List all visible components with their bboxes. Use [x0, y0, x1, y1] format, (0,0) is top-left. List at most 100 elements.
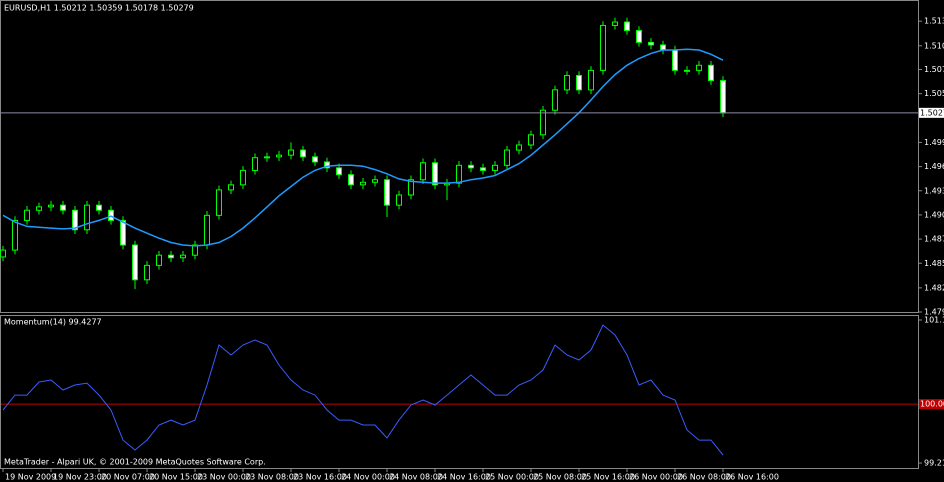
- y-tick-label: 1.49360: [924, 186, 944, 195]
- candle-body: [684, 69, 690, 72]
- candle-body: [636, 30, 642, 43]
- y-tick-label: 1.50505: [924, 89, 944, 98]
- x-tick-label: 24 Nov 16:00: [437, 473, 491, 482]
- candle-body: [708, 64, 714, 82]
- x-tick-label: 26 Nov 00:00: [629, 473, 683, 482]
- main-title: EURUSD,H1 1.50212 1.50359 1.50178 1.5027…: [4, 4, 194, 13]
- candle-body: [420, 162, 426, 181]
- candle-body: [252, 157, 258, 171]
- candle-body: [504, 149, 510, 166]
- x-tick-label: 23 Nov 08:00: [245, 473, 299, 482]
- momentum-line: [2, 324, 724, 456]
- candle-body: [480, 167, 486, 171]
- y-tick-label: 1.48790: [924, 235, 944, 244]
- x-tick-label: 20 Nov 07:00: [101, 473, 155, 482]
- candle-body: [60, 204, 66, 211]
- candle-body: [576, 74, 582, 91]
- candle-body: [720, 80, 726, 114]
- candle-body: [156, 254, 162, 266]
- candle-body: [288, 149, 294, 156]
- candle-body: [216, 189, 222, 216]
- y-tick-label: 99.2197: [924, 459, 944, 468]
- candle-body: [36, 206, 42, 211]
- level-label: 100.000: [920, 400, 944, 409]
- x-tick-label: 25 Nov 08:00: [533, 473, 587, 482]
- y-tick-label: 1.48215: [924, 283, 944, 292]
- x-tick-label: 19 Nov 2009: [5, 473, 56, 482]
- candle-body: [24, 209, 30, 221]
- x-tick-label: 20 Nov 15:00: [149, 473, 203, 482]
- indicator-panel: [0, 315, 919, 469]
- candle-body: [96, 204, 102, 211]
- candle-body: [192, 244, 198, 256]
- y-tick-label: 1.49075: [924, 210, 944, 219]
- x-tick-label: 25 Nov 16:00: [581, 473, 635, 482]
- candle-body: [384, 179, 390, 206]
- candle-body: [300, 149, 306, 158]
- candle-body: [312, 156, 318, 163]
- x-tick-label: 23 Nov 00:00: [197, 473, 251, 482]
- candle-body: [168, 254, 174, 259]
- candle-body: [48, 204, 54, 208]
- candle-body: [612, 21, 618, 26]
- y-tick-label: 1.51070: [924, 41, 944, 50]
- candle-body: [516, 144, 522, 151]
- candle-body: [276, 154, 282, 158]
- y-tick-label: 1.47930: [924, 308, 944, 317]
- x-tick-label: 24 Nov 08:00: [389, 473, 443, 482]
- candle-body: [600, 24, 606, 71]
- candle-body: [84, 204, 90, 231]
- x-tick-label: 26 Nov 08:00: [677, 473, 731, 482]
- x-tick-label: 25 Nov 00:00: [485, 473, 539, 482]
- candle-body: [240, 169, 246, 186]
- candle-body: [108, 209, 114, 221]
- y-tick-label: 1.49930: [924, 138, 944, 147]
- candle-body: [396, 194, 402, 206]
- x-tick-label: 19 Nov 23:00: [53, 473, 107, 482]
- candle-body: [552, 89, 558, 111]
- candle-body: [456, 164, 462, 184]
- candle-body: [564, 74, 570, 91]
- candle-body: [372, 179, 378, 183]
- candle-body: [120, 219, 126, 246]
- candle-body: [360, 181, 366, 186]
- candle-body: [672, 49, 678, 71]
- candle-body: [540, 109, 546, 136]
- candle-body: [144, 264, 150, 281]
- candle-body: [264, 156, 270, 159]
- candle-body: [696, 64, 702, 71]
- candle-body: [324, 161, 330, 169]
- bid-label-bg: [919, 107, 944, 118]
- candle-body: [228, 184, 234, 191]
- indicator-title: Momentum(14) 99.4277: [4, 318, 102, 327]
- candle-body: [588, 69, 594, 91]
- x-tick-label: 26 Nov 16:00: [725, 473, 779, 482]
- candle-body: [408, 179, 414, 196]
- y-tick-label: 101.114: [924, 316, 944, 325]
- candle-body: [468, 164, 474, 169]
- x-tick-label: 24 Nov 00:00: [341, 473, 395, 482]
- candle-body: [348, 174, 354, 186]
- candle-body: [204, 214, 210, 246]
- moving-average: [2, 48, 724, 247]
- y-tick-label: 1.49645: [924, 162, 944, 171]
- bid-label: 1.50279: [920, 108, 944, 117]
- x-tick-label: 23 Nov 16:00: [293, 473, 347, 482]
- y-tick-label: 1.48505: [924, 259, 944, 268]
- candle-body: [0, 249, 6, 258]
- candle-body: [180, 254, 186, 259]
- candle-body: [624, 21, 630, 32]
- candle-body: [132, 244, 138, 281]
- y-tick-label: 1.50790: [924, 65, 944, 74]
- main-panel: [0, 0, 919, 313]
- candle-body: [528, 134, 534, 146]
- candle-body: [648, 41, 654, 46]
- footer: MetaTrader - Alpari UK, © 2001-2009 Meta…: [4, 458, 266, 467]
- candle-body: [72, 209, 78, 231]
- y-tick-label: 1.51360: [924, 17, 944, 26]
- candle-body: [492, 164, 498, 171]
- level-label-bg: [919, 399, 944, 410]
